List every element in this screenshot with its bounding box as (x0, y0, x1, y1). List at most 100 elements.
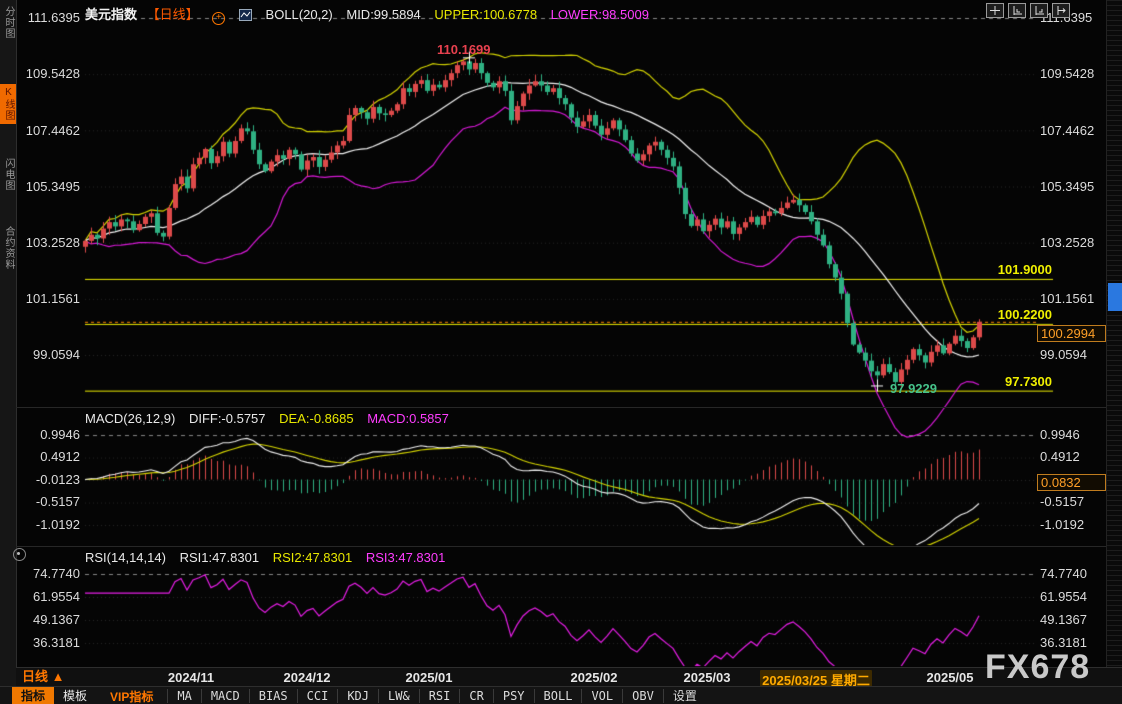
indicator-psy[interactable]: PSY (492, 689, 534, 703)
indicator-lw[interactable]: LW& (378, 689, 419, 703)
period-tag[interactable]: 【日线】 (146, 7, 199, 22)
macd-tick-label: 0.9946 (40, 427, 80, 442)
macd-dea-value: DEA:-0.8685 (279, 411, 354, 426)
low-price-annotation: 97.9229 (890, 381, 937, 396)
macd-tick-label: 0.4912 (40, 449, 80, 464)
chart-toolbar-buttons (986, 3, 1070, 18)
date-tick: 2024/11 (167, 670, 215, 685)
left-axis-layout-icon[interactable] (1008, 3, 1026, 18)
sidebar-item-lightning-chart[interactable]: 闪电图 (3, 158, 14, 191)
symbol-name: 美元指数 (85, 7, 138, 22)
crosshair-move-icon[interactable] (986, 3, 1004, 18)
macd-tick-label: -0.5157 (1040, 494, 1085, 509)
macd-value-badge: 0.0832 (1037, 474, 1106, 491)
price-tick-label: 105.3495 (25, 179, 80, 194)
tab-indicator[interactable]: 指标 (12, 687, 55, 704)
date-tick: 2025/02 (570, 670, 618, 685)
rsi2-value: RSI2:47.8301 (272, 550, 353, 565)
indicator-cr[interactable]: CR (459, 689, 492, 703)
price-tick-label: 99.0594 (1040, 347, 1087, 362)
date-tick: 2025/01 (405, 670, 453, 685)
indicator-macd[interactable]: MACD (200, 689, 249, 703)
level-label-100.22: 100.2200 (997, 307, 1052, 322)
rsi-tick-label: 74.7740 (1040, 566, 1087, 581)
rsi-tick-label: 36.3181 (33, 635, 80, 650)
price-tick-label: 105.3495 (1040, 179, 1095, 194)
rsi-tick-label: 61.9554 (1040, 589, 1087, 604)
macd-tick-label: 0.4912 (1040, 449, 1080, 464)
rsi1-value: RSI1:47.8301 (179, 550, 260, 565)
chart-type-icon (238, 9, 252, 24)
price-tick-label: 107.4462 (25, 123, 80, 138)
macd-tick-label: -1.0192 (1040, 517, 1085, 532)
rsi-panel-toggle-icon[interactable] (13, 548, 26, 561)
right-axis-layout-icon[interactable] (1030, 3, 1048, 18)
period-selector[interactable]: 日线 ▲ (22, 669, 65, 684)
macd-tick-label: 0.9946 (1040, 427, 1080, 442)
indicator-kdj[interactable]: KDJ (337, 689, 378, 703)
sidebar-item-kline-chart[interactable]: K线图 (0, 84, 16, 124)
boll-title: BOLL(20,2) (265, 7, 333, 22)
indicator-bias[interactable]: BIAS (248, 689, 297, 703)
sidebar-item-contract-info[interactable]: 合约资料 (3, 226, 14, 270)
tab-template[interactable]: 模板 (63, 689, 88, 703)
date-tick: 2025/03 (683, 670, 731, 685)
level-label-101.9: 101.9000 (997, 262, 1052, 277)
price-tick-label: 107.4462 (1040, 123, 1095, 138)
indicator-vol[interactable]: VOL (581, 689, 622, 703)
indicator-ma[interactable]: MA (167, 689, 200, 703)
indicator-rsi[interactable]: RSI (418, 689, 460, 703)
price-panel-header: 美元指数 【日线】 + BOLL(20,2) MID:99.5894 UPPER… (85, 4, 659, 25)
macd-tick-label: -0.0123 (35, 472, 80, 487)
indicator-boll[interactable]: BOLL (533, 689, 582, 703)
macd-title: MACD(26,12,9) (85, 411, 176, 426)
date-tick: 2025/05 (926, 670, 974, 685)
last-price-badge: 100.2994 (1037, 325, 1106, 342)
macd-bar-value: MACD:0.5857 (367, 411, 449, 426)
price-tick-label: 109.5428 (25, 66, 80, 81)
indicator-obv[interactable]: OBV (622, 689, 663, 703)
time-axis: 日线 ▲ 2024/11 2024/12 2025/01 2025/02 202… (16, 667, 1122, 689)
sidebar-item-time-chart[interactable]: 分时图 (3, 6, 14, 39)
price-tick-label: 99.0594 (33, 347, 80, 362)
boll-lower-value: LOWER:98.5009 (550, 7, 649, 22)
scrollbar-thumb[interactable] (1108, 283, 1122, 311)
fx678-watermark: FX678 (985, 648, 1091, 686)
macd-diff-value: DIFF:-0.5757 (188, 411, 266, 426)
price-tick-label: 101.1561 (1040, 291, 1095, 306)
boll-mid-value: MID:99.5894 (346, 7, 421, 22)
indicator-toolbar: 指标 模板 VIP指标 MA MACD BIAS CCI KDJ LW& RSI… (0, 686, 1122, 704)
rsi3-value: RSI3:47.8301 (365, 550, 446, 565)
macd-panel-header: MACD(26,12,9) DIFF:-0.5757 DEA:-0.8685 M… (85, 411, 459, 426)
macd-tick-label: -0.5157 (35, 494, 80, 509)
boll-upper-value: UPPER:100.6778 (434, 7, 538, 22)
pane-expand-icon[interactable] (1052, 3, 1070, 18)
level-label-97.73: 97.7300 (1005, 374, 1052, 389)
settings-button[interactable]: 设置 (662, 689, 706, 703)
indicator-cci[interactable]: CCI (296, 689, 338, 703)
price-tick-label: 111.6395 (27, 10, 80, 25)
macd-tick-label: -1.0192 (35, 517, 80, 532)
date-tick: 2024/12 (283, 670, 331, 685)
price-tick-label: 103.2528 (25, 235, 80, 250)
rsi-tick-label: 36.3181 (1040, 635, 1087, 650)
rsi-tick-label: 61.9554 (33, 589, 80, 604)
vertical-scrollbar[interactable] (1106, 0, 1122, 667)
panel-divider (16, 407, 1106, 408)
rsi-panel-header: RSI(14,14,14) RSI1:47.8301 RSI2:47.8301 … (85, 550, 455, 565)
candlestick-chart-canvas[interactable] (16, 0, 1106, 667)
panel-divider (16, 546, 1106, 547)
high-price-annotation: 110.1699 (437, 42, 491, 57)
price-tick-label: 103.2528 (1040, 235, 1095, 250)
rsi-tick-label: 49.1367 (33, 612, 80, 627)
price-tick-label: 109.5428 (1040, 66, 1095, 81)
price-tick-label: 101.1561 (25, 291, 80, 306)
rsi-title: RSI(14,14,14) (85, 550, 166, 565)
selected-date-tooltip: 2025/03/25 星期二 (760, 670, 872, 689)
rsi-tick-label: 74.7740 (33, 566, 80, 581)
vip-indicator-button[interactable]: VIP指标 (110, 689, 154, 704)
rsi-tick-label: 49.1367 (1040, 612, 1087, 627)
chart-type-sidebar: 分时图 K线图 闪电图 合约资料 (0, 0, 17, 704)
add-indicator-icon[interactable]: + (212, 12, 226, 25)
